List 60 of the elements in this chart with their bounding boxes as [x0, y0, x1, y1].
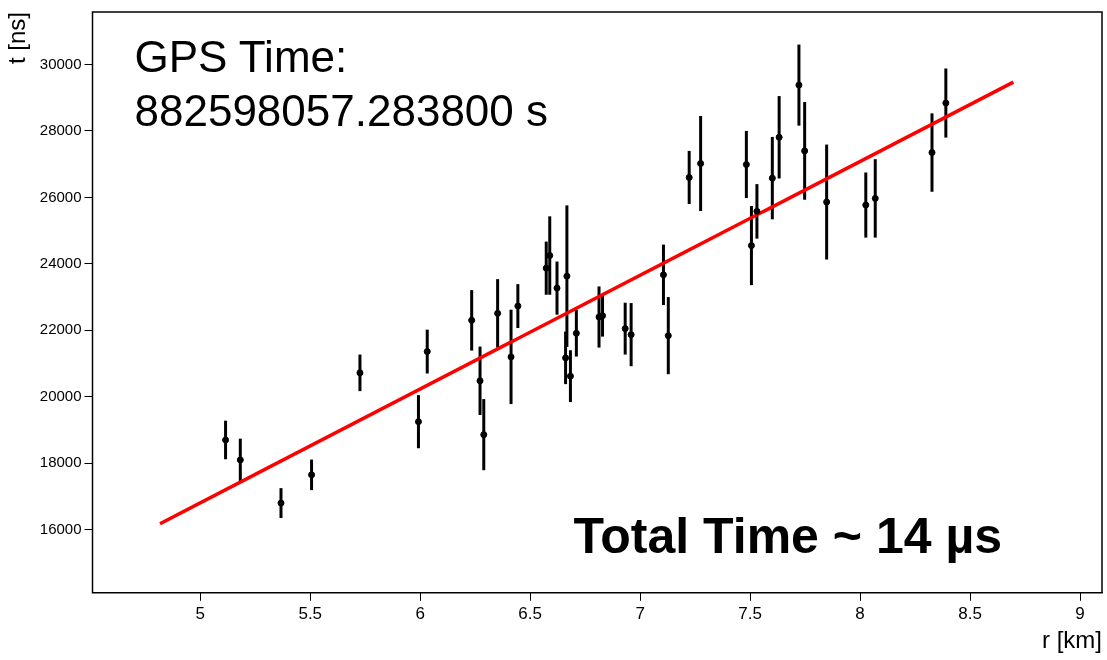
y-tick-label: 30000	[39, 54, 82, 72]
point	[222, 436, 230, 444]
point	[697, 160, 705, 168]
point	[546, 252, 554, 260]
x-tick-label: 6.5	[518, 603, 542, 623]
point	[747, 242, 755, 250]
y-tick-label: 24000	[39, 254, 82, 271]
point	[753, 207, 761, 215]
point	[775, 133, 783, 141]
y-tick-label: 28000	[39, 121, 82, 139]
point	[742, 161, 750, 169]
x-tick-label: 5.5	[298, 603, 323, 623]
point	[801, 147, 809, 155]
point	[277, 499, 285, 507]
point	[494, 309, 502, 317]
point	[599, 312, 607, 320]
point	[480, 431, 488, 439]
point	[664, 332, 672, 340]
y-tick-label: 26000	[39, 187, 82, 205]
point	[468, 316, 476, 324]
point	[542, 264, 550, 272]
point	[823, 198, 831, 206]
point	[621, 325, 629, 333]
x-tick-label: 8.5	[958, 603, 982, 623]
y-axis-title: t [ns]	[3, 12, 31, 65]
point	[414, 418, 422, 426]
point	[507, 353, 515, 361]
point	[308, 471, 316, 479]
point	[356, 369, 364, 377]
y-tick-label: 18000	[39, 453, 82, 471]
point	[563, 272, 571, 280]
y-tick-label: 16000	[39, 519, 82, 537]
point	[795, 81, 803, 89]
point	[685, 173, 693, 181]
point	[476, 377, 484, 385]
x-tick-label: 8	[855, 603, 865, 623]
point	[928, 149, 936, 157]
point	[862, 201, 870, 209]
y-tick-label: 20000	[39, 386, 82, 404]
point	[566, 372, 574, 380]
x-tick-label: 9	[1075, 603, 1085, 623]
point	[572, 329, 580, 337]
annotation: GPS Time: 882598057.283800 s	[134, 32, 549, 136]
point	[562, 354, 570, 362]
x-tick-label: 7.5	[738, 603, 762, 623]
point	[236, 456, 244, 464]
point	[514, 302, 522, 310]
point	[423, 348, 431, 356]
y-tick-label: 22000	[39, 320, 82, 338]
point	[627, 331, 635, 339]
point	[942, 99, 950, 107]
annotation: Total Time ~ 14 µs	[573, 507, 1002, 564]
point	[768, 174, 776, 182]
x-tick-label: 7	[635, 603, 645, 623]
point	[553, 284, 561, 292]
point	[659, 271, 667, 279]
x-tick-label: 6	[415, 603, 425, 623]
point	[871, 194, 879, 202]
x-axis-title: r [km]	[1042, 626, 1102, 654]
x-tick-label: 5	[195, 603, 206, 623]
